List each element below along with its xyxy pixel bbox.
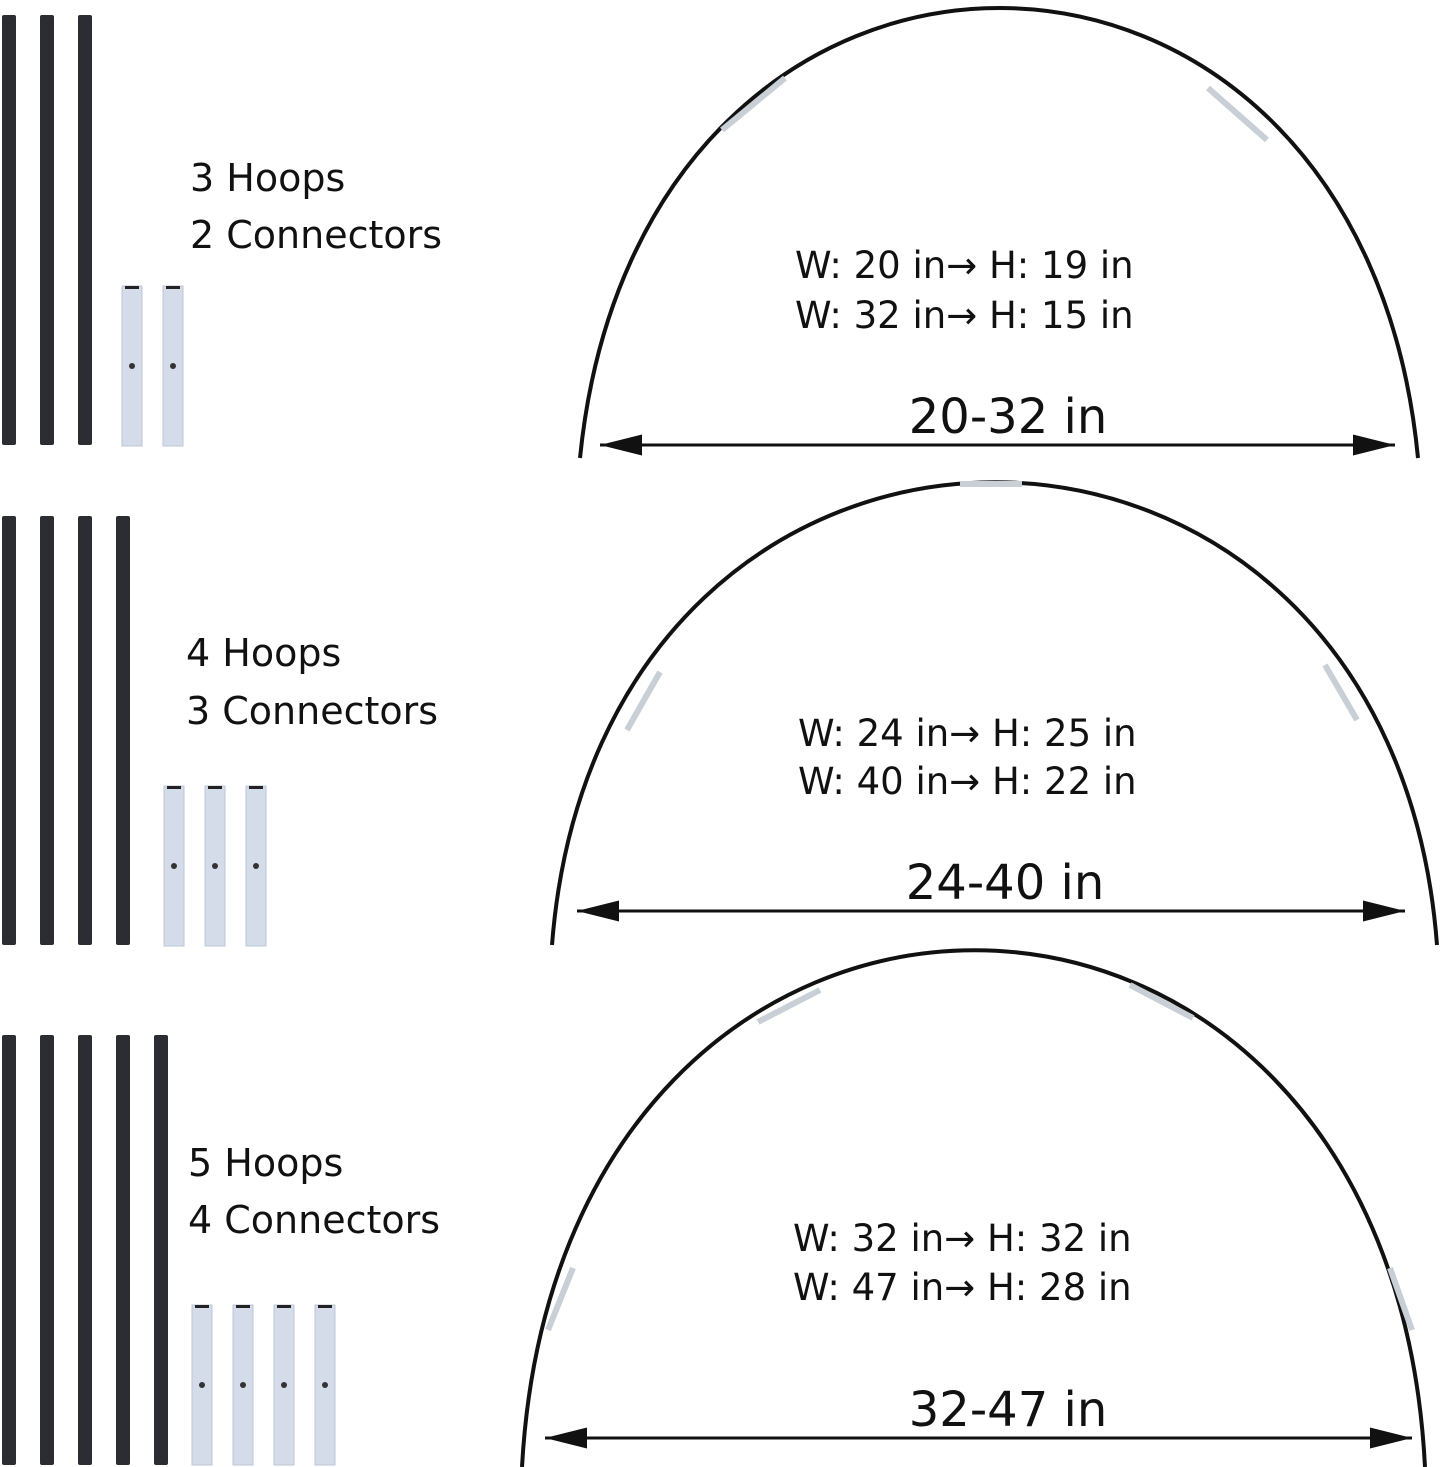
arc-connector <box>1322 663 1360 722</box>
connector-opening <box>195 1305 209 1308</box>
size-line: W: 20 in→ H: 19 in <box>795 244 1134 287</box>
hoops-label: 3 Hoops <box>190 156 345 200</box>
hoop-rod <box>154 1035 168 1465</box>
hoop-rod <box>2 1035 16 1465</box>
size-line: W: 47 in→ H: 28 in <box>793 1266 1132 1309</box>
connector-opening <box>318 1305 332 1308</box>
connector-screw-hole <box>199 1382 205 1388</box>
hoop-arc <box>578 6 1420 459</box>
size-line: W: 32 in→ H: 15 in <box>795 294 1134 337</box>
connector-opening <box>236 1305 250 1308</box>
size-line: W: 32 in→ H: 32 in <box>793 1217 1132 1260</box>
arc-connector <box>1206 85 1269 143</box>
size-line: W: 40 in→ H: 22 in <box>798 760 1137 803</box>
hoop-rod <box>40 15 54 445</box>
hoop-rod <box>2 516 16 945</box>
hoop-rod <box>116 1035 130 1465</box>
panel-5-hoops: 5 Hoops 4 Connectors W: 32 in→ H: 32 in … <box>188 948 1427 1467</box>
arc-connector <box>756 987 822 1025</box>
hoop-arc <box>520 948 1427 1467</box>
connectors-label: 4 Connectors <box>188 1198 440 1242</box>
arc-connector <box>1387 1266 1415 1332</box>
panel-3-hoops: 3 Hoops 2 Connectors W: 20 in→ H: 19 in … <box>190 6 1420 459</box>
connector-screw-hole <box>240 1382 246 1388</box>
size-line: W: 24 in→ H: 25 in <box>798 712 1137 755</box>
connector-screw-hole <box>253 863 259 869</box>
connector-opening <box>166 286 180 289</box>
connector-screw-hole <box>281 1382 287 1388</box>
hoop-rod <box>78 516 92 945</box>
connector-opening <box>125 286 139 289</box>
hoop-rod <box>2 15 16 445</box>
hoop-rod <box>78 1035 92 1465</box>
arc-connector <box>545 1266 576 1332</box>
range-label: 32-47 in <box>909 1382 1108 1438</box>
hoop-rod <box>40 516 54 945</box>
connectors-label: 3 Connectors <box>186 689 438 733</box>
connector-screw-hole <box>212 863 218 869</box>
connector-opening <box>277 1305 291 1308</box>
hoop-rod <box>40 1035 54 1465</box>
connector-screw-hole <box>170 363 176 369</box>
hoops-label: 5 Hoops <box>188 1141 343 1185</box>
connector-screw-hole <box>171 863 177 869</box>
arc-connector <box>1128 982 1195 1021</box>
connectors-label: 2 Connectors <box>190 213 442 257</box>
hoops-label: 4 Hoops <box>186 631 341 675</box>
connector-opening <box>249 786 263 789</box>
range-label: 24-40 in <box>906 855 1105 911</box>
connector-screw-hole <box>322 1382 328 1388</box>
arc-connector <box>720 75 787 133</box>
panel-4-hoops: 4 Hoops 3 Connectors W: 24 in→ H: 25 in … <box>186 480 1439 946</box>
hoop-rod <box>116 516 130 945</box>
hoop-rod <box>78 15 92 445</box>
range-label: 20-32 in <box>909 389 1108 445</box>
connector-opening <box>167 786 181 789</box>
connector-opening <box>208 786 222 789</box>
connector-screw-hole <box>129 363 135 369</box>
arc-connector <box>624 670 663 732</box>
